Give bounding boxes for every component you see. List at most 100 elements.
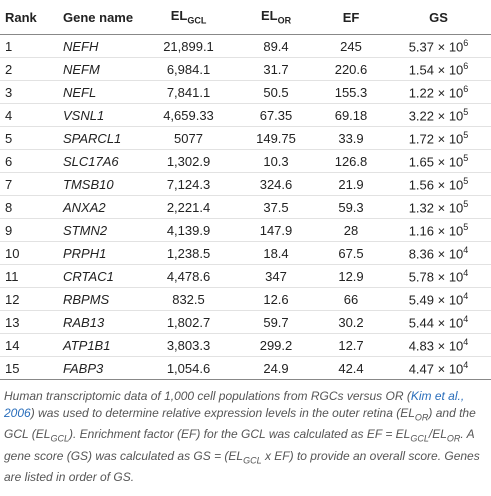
table-cell: 5077 — [141, 126, 236, 150]
table-cell: 31.7 — [236, 57, 316, 81]
caption-text: Human transcriptomic data of 1,000 cell … — [4, 389, 411, 403]
gs-mantissa: 1.54 — [408, 62, 434, 78]
caption-text: x EF) to provide an overall score. Genes… — [4, 448, 480, 485]
table-cell: 24.9 — [236, 356, 316, 380]
table-cell: 4,659.33 — [141, 103, 236, 127]
gs-exponent: 5 — [463, 129, 469, 140]
table-cell: 69.18 — [316, 103, 386, 127]
table-cell: 67.5 — [316, 241, 386, 265]
table-cell: ANXA2 — [59, 195, 141, 219]
table-row: 15 FABP3 1,054.6 24.9 42.4 4.47 × 104 — [0, 356, 491, 380]
table-row: 5 SPARCL1 5077 149.75 33.9 1.72 × 105 — [0, 126, 491, 150]
table-cell: 220.6 — [316, 57, 386, 81]
table-cell: 13 — [0, 310, 59, 334]
table-cell: SLC17A6 — [59, 149, 141, 173]
table-cell: ATP1B1 — [59, 333, 141, 357]
table-row: 4 VSNL1 4,659.33 67.35 69.18 3.22 × 105 — [0, 103, 491, 127]
gs-times: × 10 — [437, 154, 464, 170]
table-cell: 5 — [0, 126, 59, 150]
table-cell: 67.35 — [236, 103, 316, 127]
table-cell: 6 — [0, 149, 59, 173]
table-cell: FABP3 — [59, 356, 141, 380]
table-cell: 12.9 — [316, 264, 386, 288]
gs-mantissa: 1.72 — [408, 131, 434, 147]
table-cell: 324.6 — [236, 172, 316, 196]
table-cell: 1.54 × 106 — [386, 57, 491, 81]
header-text: EL — [170, 8, 188, 24]
gs-exponent: 4 — [463, 313, 469, 324]
caption-text: GCL — [243, 455, 262, 466]
gs-times: × 10 — [437, 200, 464, 216]
gs-exponent: 5 — [463, 152, 469, 163]
table-row: 13 RAB13 1,802.7 59.7 30.2 5.44 × 104 — [0, 310, 491, 334]
table-cell: 59.7 — [236, 310, 316, 334]
gs-times: × 10 — [437, 85, 464, 101]
gs-mantissa: 1.65 — [408, 154, 434, 170]
gs-mantissa: 1.22 — [408, 85, 434, 101]
gs-exponent: 6 — [463, 37, 469, 48]
table-row: 6 SLC17A6 1,302.9 10.3 126.8 1.65 × 105 — [0, 149, 491, 173]
table-row: 10 PRPH1 1,238.5 18.4 67.5 8.36 × 104 — [0, 241, 491, 265]
table-cell: 8.36 × 104 — [386, 241, 491, 265]
table-cell: 8 — [0, 195, 59, 219]
header-text: Gene name — [63, 9, 134, 25]
table-cell: STMN2 — [59, 218, 141, 242]
table-cell: 5.49 × 104 — [386, 287, 491, 311]
table-cell: RBPMS — [59, 287, 141, 311]
column-header: GS — [386, 0, 491, 35]
table-cell: 10 — [0, 241, 59, 265]
table-cell: 3.22 × 105 — [386, 103, 491, 127]
gs-mantissa: 4.47 — [408, 361, 434, 377]
table-cell: 9 — [0, 218, 59, 242]
table-cell: 147.9 — [236, 218, 316, 242]
citation-link[interactable]: Kim et al., 2006 — [4, 389, 465, 420]
table-cell: NEFH — [59, 34, 141, 58]
caption-text: . A gene score (GS) was calculated as GS… — [4, 427, 475, 463]
table-cell: 1.22 × 106 — [386, 80, 491, 104]
table-cell: 832.5 — [141, 287, 236, 311]
gs-times: × 10 — [437, 223, 464, 239]
table-cell: 347 — [236, 264, 316, 288]
table-cell: 2 — [0, 57, 59, 81]
gs-exponent: 4 — [463, 244, 469, 255]
table-cell: PRPH1 — [59, 241, 141, 265]
table-cell: 4.47 × 104 — [386, 356, 491, 380]
header-row: Rank Gene name ELGCL ELOR EF GS — [0, 0, 491, 35]
gs-mantissa: 3.22 — [408, 108, 434, 124]
table-cell: 245 — [316, 34, 386, 58]
table-cell: 15 — [0, 356, 59, 380]
table-cell: 7,124.3 — [141, 172, 236, 196]
table-cell: 1,802.7 — [141, 310, 236, 334]
gs-mantissa: 4.83 — [408, 338, 434, 354]
column-header: Gene name — [59, 0, 141, 35]
gene-table: Rank Gene name ELGCL ELOR EF GS 1 NEFH 21,899.1… — [0, 0, 491, 380]
column-header: ELGCL — [141, 0, 236, 35]
gs-times: × 10 — [437, 246, 464, 262]
table-cell: 30.2 — [316, 310, 386, 334]
table-cell: NEFM — [59, 57, 141, 81]
table-cell: 37.5 — [236, 195, 316, 219]
gs-exponent: 5 — [463, 175, 469, 186]
table-row: 9 STMN2 4,139.9 147.9 28 1.16 × 105 — [0, 218, 491, 242]
table-cell: 10.3 — [236, 149, 316, 173]
table-cell: 18.4 — [236, 241, 316, 265]
gs-mantissa: 1.16 — [408, 223, 434, 239]
table-cell: 4.83 × 104 — [386, 333, 491, 357]
table-cell: TMSB10 — [59, 172, 141, 196]
table-cell: 7 — [0, 172, 59, 196]
header-text: EF — [342, 9, 360, 25]
table-cell: 12.6 — [236, 287, 316, 311]
table-cell: CRTAC1 — [59, 264, 141, 288]
table-row: 3 NEFL 7,841.1 50.5 155.3 1.22 × 106 — [0, 80, 491, 104]
table-cell: 66 — [316, 287, 386, 311]
table-row: 8 ANXA2 2,221.4 37.5 59.3 1.32 × 105 — [0, 195, 491, 219]
gs-mantissa: 5.78 — [408, 269, 434, 285]
table-cell: 11 — [0, 264, 59, 288]
gs-times: × 10 — [437, 177, 464, 193]
table-body: 1 NEFH 21,899.1 89.4 245 5.37 × 106 2 NEFM 6,984… — [0, 34, 491, 380]
table-cell: 149.75 — [236, 126, 316, 150]
gs-mantissa: 1.32 — [408, 200, 434, 216]
table-cell: 4,478.6 — [141, 264, 236, 288]
caption-text: /EL — [428, 427, 447, 442]
gs-times: × 10 — [437, 131, 464, 147]
